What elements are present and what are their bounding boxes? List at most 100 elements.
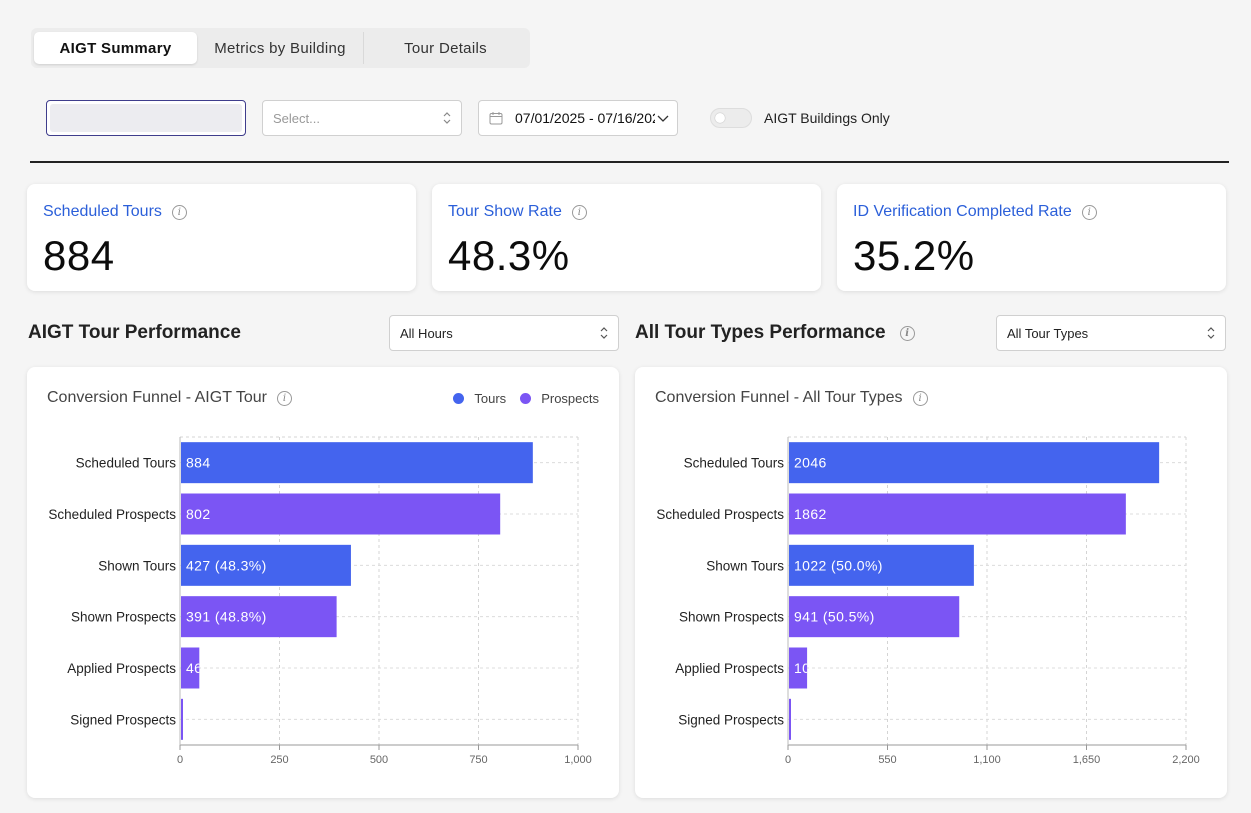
section-divider [30, 161, 1229, 163]
property-search-input[interactable] [46, 100, 246, 136]
x-tick-label: 1,000 [564, 754, 592, 766]
category-label: Scheduled Tours [76, 456, 177, 471]
bar [181, 698, 183, 740]
chart-title-text: Conversion Funnel - All Tour Types [655, 389, 903, 406]
category-label: Scheduled Prospects [48, 507, 176, 522]
bar [789, 544, 974, 586]
bar [789, 647, 808, 689]
category-label: Shown Prospects [71, 610, 176, 625]
kpi-card-id-verification-rate: ID Verification Completed Rate i 35.2% [837, 184, 1226, 291]
category-label: Signed Prospects [678, 712, 784, 727]
category-label: Shown Tours [98, 558, 176, 573]
bar-label: 427 (48.3%) [186, 557, 267, 573]
x-tick-label: 750 [469, 754, 487, 766]
bar-label: 802 [186, 506, 211, 522]
bar-label: 2046 [794, 455, 827, 471]
up-down-chevron-icon [1207, 327, 1215, 339]
up-down-chevron-icon [443, 112, 451, 124]
tour-types-dropdown[interactable]: All Tour Types [996, 315, 1226, 351]
bar [789, 442, 1160, 484]
kpi-label: Scheduled Tours i [43, 203, 187, 221]
aigt-buildings-toggle-label: AIGT Buildings Only [764, 110, 890, 126]
kpi-label: Tour Show Rate i [448, 203, 587, 221]
bar [789, 596, 960, 638]
up-down-chevron-icon [600, 327, 608, 339]
legend-dot [520, 393, 532, 404]
chart-title: Conversion Funnel - All Tour Types i [655, 389, 928, 407]
info-icon[interactable]: i [171, 204, 187, 220]
hours-dropdown-value: All Hours [400, 325, 453, 341]
x-tick-label: 0 [177, 754, 183, 766]
bar-label: 1022 (50.0%) [794, 557, 883, 573]
legend-dot [453, 393, 465, 404]
chart-title-text: Conversion Funnel - AIGT Tour [47, 389, 267, 406]
kpi-card-scheduled-tours: Scheduled Tours i 884 [27, 184, 416, 291]
category-label: Scheduled Tours [684, 456, 785, 471]
conversion-funnel-aigt-card: Conversion Funnel - AIGT Tour i Tours Pro… [27, 367, 619, 798]
date-range-value: 07/01/2025 - 07/16/2025 [515, 110, 655, 126]
bar [181, 647, 200, 689]
aigt-buildings-toggle[interactable] [710, 108, 752, 128]
category-label: Shown Tours [706, 558, 784, 573]
kpi-label-text: ID Verification Completed Rate [853, 203, 1072, 220]
redacted-value [50, 104, 242, 132]
chart-legend: Tours Prospects [439, 391, 599, 406]
kpi-card-tour-show-rate: Tour Show Rate i 48.3% [432, 184, 821, 291]
legend-item-tours[interactable]: Tours [453, 391, 506, 406]
category-label: Applied Prospects [67, 661, 176, 676]
hours-dropdown[interactable]: All Hours [389, 315, 619, 351]
x-tick-label: 550 [878, 754, 896, 766]
aigt-tour-performance-title: AIGT Tour Performance [28, 322, 241, 344]
kpi-label: ID Verification Completed Rate i [853, 203, 1097, 221]
tab-separator [363, 32, 364, 64]
x-tick-label: 0 [785, 754, 791, 766]
bar-label: 941 (50.5%) [794, 609, 875, 625]
legend-item-prospects[interactable]: Prospects [520, 391, 599, 406]
kpi-label-text: Tour Show Rate [448, 203, 562, 220]
conversion-funnel-all-types-card: Conversion Funnel - All Tour Types i Sche… [635, 367, 1227, 798]
date-range-picker[interactable]: 07/01/2025 - 07/16/2025 [478, 100, 678, 136]
x-tick-label: 1,100 [973, 754, 1001, 766]
category-label: Shown Prospects [679, 610, 784, 625]
bar [789, 698, 791, 740]
kpi-value: 884 [43, 232, 115, 279]
bar-label: 391 (48.8%) [186, 609, 267, 625]
filter-bar: Select... 07/01/2025 - 07/16/2025 AIGT B… [0, 100, 1251, 136]
bar-label: 100 [794, 660, 819, 676]
info-icon[interactable]: i [899, 325, 915, 341]
tour-types-dropdown-value: All Tour Types [1007, 325, 1089, 341]
info-icon[interactable]: i [1081, 204, 1097, 220]
legend-label: Tours [474, 391, 507, 406]
bar [181, 544, 351, 586]
building-select-placeholder: Select... [273, 110, 320, 126]
category-label: Signed Prospects [70, 712, 176, 727]
calendar-icon [489, 112, 503, 125]
bar-label: 884 [186, 455, 211, 471]
kpi-value: 48.3% [448, 232, 570, 279]
bar-label: 46 [186, 660, 202, 676]
bar [181, 596, 337, 638]
building-select[interactable]: Select... [262, 100, 462, 136]
tab-tour-details[interactable]: Tour Details [404, 39, 487, 57]
kpi-value: 35.2% [853, 232, 975, 279]
bar [181, 442, 533, 484]
funnel-chart: Scheduled Tours 2046 Scheduled Prospects 18… [656, 436, 1200, 766]
bar [789, 493, 1126, 535]
funnel-chart: Scheduled Tours 884 Scheduled Prospects 802… [48, 436, 592, 766]
info-icon[interactable]: i [912, 390, 928, 406]
section-title-text: AIGT Tour Performance [28, 322, 241, 343]
info-icon[interactable]: i [276, 390, 292, 406]
bar [181, 493, 501, 535]
kpi-label-text: Scheduled Tours [43, 203, 162, 220]
info-icon[interactable]: i [571, 204, 587, 220]
x-tick-label: 250 [270, 754, 288, 766]
tab-bar: AIGT Summary Metrics by Building Tour De… [31, 28, 530, 68]
bar-label: 1862 [794, 506, 827, 522]
x-tick-label: 2,200 [1172, 754, 1200, 766]
all-tour-types-performance-title: All Tour Types Performance i [635, 322, 915, 344]
tab-aigt-summary[interactable]: AIGT Summary [34, 32, 197, 64]
legend-label: Prospects [541, 391, 599, 406]
x-tick-label: 1,650 [1073, 754, 1101, 766]
chevron-down-icon [657, 115, 669, 122]
tab-metrics-by-building[interactable]: Metrics by Building [214, 39, 346, 57]
